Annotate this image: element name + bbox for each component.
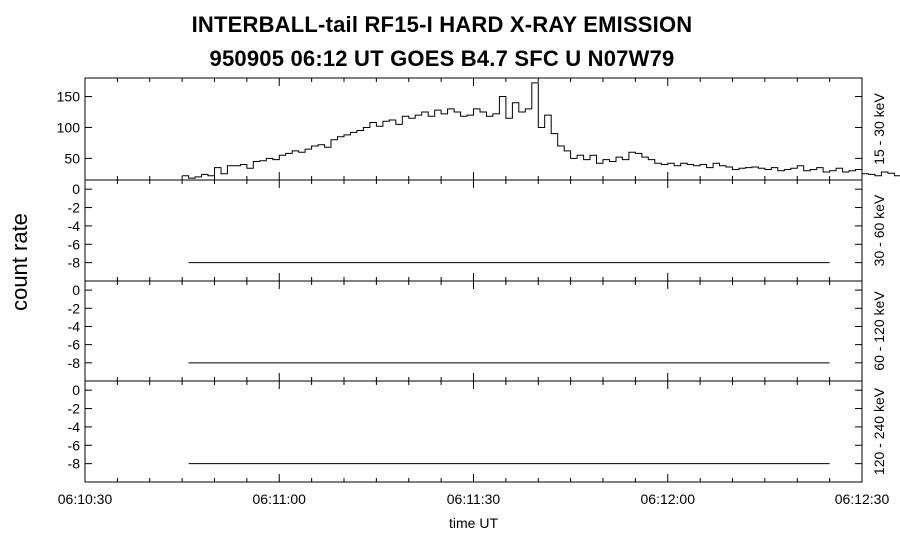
- x-tick-label: 06:11:00: [253, 491, 307, 507]
- y-tick-label: -8: [68, 355, 81, 371]
- x-tick-label: 06:11:30: [447, 491, 501, 507]
- y-tick-label: -4: [68, 318, 81, 334]
- panel-frame-4: [84, 380, 863, 483]
- y-tick-label: -6: [68, 437, 81, 453]
- panel-energy-label: 60 - 120 keV: [871, 291, 887, 371]
- y-tick-label: 50: [64, 150, 80, 166]
- y-tick-label: -6: [68, 236, 81, 252]
- panel-energy-label: 120 - 240 keV: [871, 387, 887, 475]
- x-tick-label: 06:10:30: [58, 491, 113, 507]
- y-tick-label: -2: [68, 300, 81, 316]
- y-tick-label: -8: [68, 255, 81, 271]
- y-tick-label: -8: [68, 456, 81, 472]
- chart-title: INTERBALL-tail RF15-I HARD X-RAY EMISSIO…: [191, 12, 693, 37]
- panel-energy-label: 15 - 30 keV: [871, 93, 887, 165]
- x-axis-label: time UT: [449, 515, 498, 531]
- x-tick-label: 06:12:00: [641, 491, 696, 507]
- y-tick-label: 0: [72, 382, 80, 398]
- y-tick-label: -2: [68, 200, 81, 216]
- y-tick-label: -2: [68, 401, 81, 417]
- axis-ticks: [84, 78, 863, 482]
- y-tick-label: -6: [68, 337, 81, 353]
- y-tick-label: 150: [57, 89, 81, 105]
- chart-subtitle: 950905 06:12 UT GOES B4.7 SFC U N07W79: [209, 46, 675, 71]
- series-line-15-30kev: [182, 82, 900, 179]
- x-tick-label: 06:12:30: [835, 491, 890, 507]
- y-tick-label: 0: [72, 181, 80, 197]
- panel-frame-3: [84, 280, 863, 382]
- y-tick-label: -4: [68, 218, 81, 234]
- panel-energy-label: 30 - 60 keV: [871, 194, 887, 266]
- y-tick-label: -4: [68, 419, 81, 435]
- panel-frame-2: [84, 179, 863, 282]
- y-tick-label: 100: [57, 119, 81, 135]
- y-axis-label: count rate: [7, 213, 32, 311]
- axis-labels: 50 100 150 15 - 30 keV -8 -6 -4 -2 0 30 - 60 keV -…: [7, 89, 889, 531]
- data-series: [182, 82, 900, 465]
- panel-frame-1: [84, 77, 863, 181]
- y-tick-label: 0: [72, 282, 80, 298]
